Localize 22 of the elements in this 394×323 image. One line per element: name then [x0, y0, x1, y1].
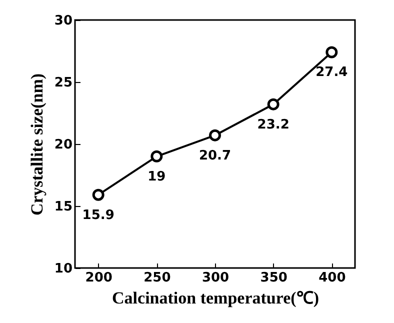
point: [326, 46, 338, 58]
x-tick-label: 350: [260, 270, 288, 286]
x-tick-label: 250: [144, 270, 171, 286]
point: [209, 129, 221, 142]
y-axis-title: Crystallite size(nm): [27, 73, 46, 216]
y-tick-label: 20: [54, 138, 72, 152]
y-tick-label: 15: [54, 200, 72, 214]
point: [150, 150, 163, 162]
y-tick-label: 30: [54, 14, 72, 28]
data-label: 23.2: [257, 117, 290, 132]
y-tick-label: 10: [54, 262, 72, 276]
point: [267, 98, 280, 110]
point: [92, 188, 104, 201]
data-label: 27.4: [316, 65, 348, 80]
data-label: 20.7: [198, 148, 232, 164]
x-tick-label: 300: [202, 270, 230, 286]
y-tick-label: 25: [54, 76, 72, 90]
x-tick-label: 200: [85, 270, 112, 286]
data-label: 19: [148, 169, 166, 184]
data-label: 15.9: [82, 208, 114, 223]
x-axis-title: Calcination temperature(℃): [112, 288, 319, 308]
x-tick-label: 400: [318, 270, 346, 286]
